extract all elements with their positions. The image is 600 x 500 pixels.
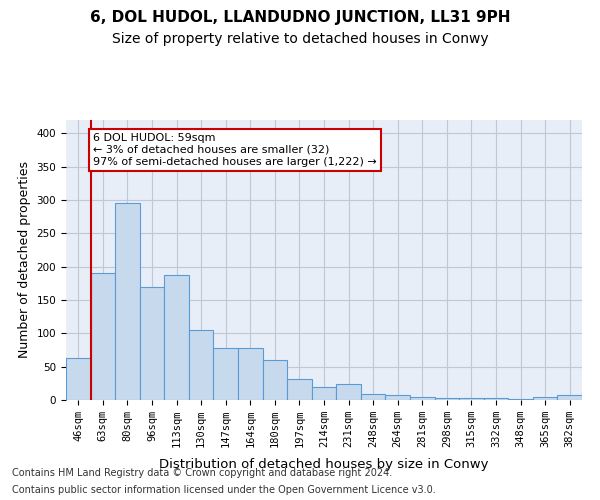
Text: Contains HM Land Registry data © Crown copyright and database right 2024.: Contains HM Land Registry data © Crown c…: [12, 468, 392, 477]
Bar: [66, 358, 91, 400]
Text: 6 DOL HUDOL: 59sqm
← 3% of detached houses are smaller (32)
97% of semi-detached: 6 DOL HUDOL: 59sqm ← 3% of detached hous…: [93, 134, 377, 166]
Y-axis label: Number of detached properties: Number of detached properties: [18, 162, 31, 358]
Bar: [361, 394, 385, 400]
Bar: [140, 286, 164, 400]
Bar: [336, 384, 361, 400]
Bar: [533, 398, 557, 400]
Bar: [410, 396, 434, 400]
Bar: [263, 360, 287, 400]
Bar: [287, 380, 312, 400]
Bar: [385, 396, 410, 400]
Bar: [189, 330, 214, 400]
Bar: [312, 386, 336, 400]
X-axis label: Distribution of detached houses by size in Conwy: Distribution of detached houses by size …: [159, 458, 489, 471]
Text: Contains public sector information licensed under the Open Government Licence v3: Contains public sector information licen…: [12, 485, 436, 495]
Bar: [115, 204, 140, 400]
Bar: [91, 274, 115, 400]
Bar: [214, 348, 238, 400]
Bar: [508, 398, 533, 400]
Bar: [557, 396, 582, 400]
Bar: [459, 398, 484, 400]
Bar: [238, 348, 263, 400]
Text: Size of property relative to detached houses in Conwy: Size of property relative to detached ho…: [112, 32, 488, 46]
Bar: [484, 398, 508, 400]
Bar: [164, 274, 189, 400]
Text: 6, DOL HUDOL, LLANDUDNO JUNCTION, LL31 9PH: 6, DOL HUDOL, LLANDUDNO JUNCTION, LL31 9…: [90, 10, 510, 25]
Bar: [434, 398, 459, 400]
